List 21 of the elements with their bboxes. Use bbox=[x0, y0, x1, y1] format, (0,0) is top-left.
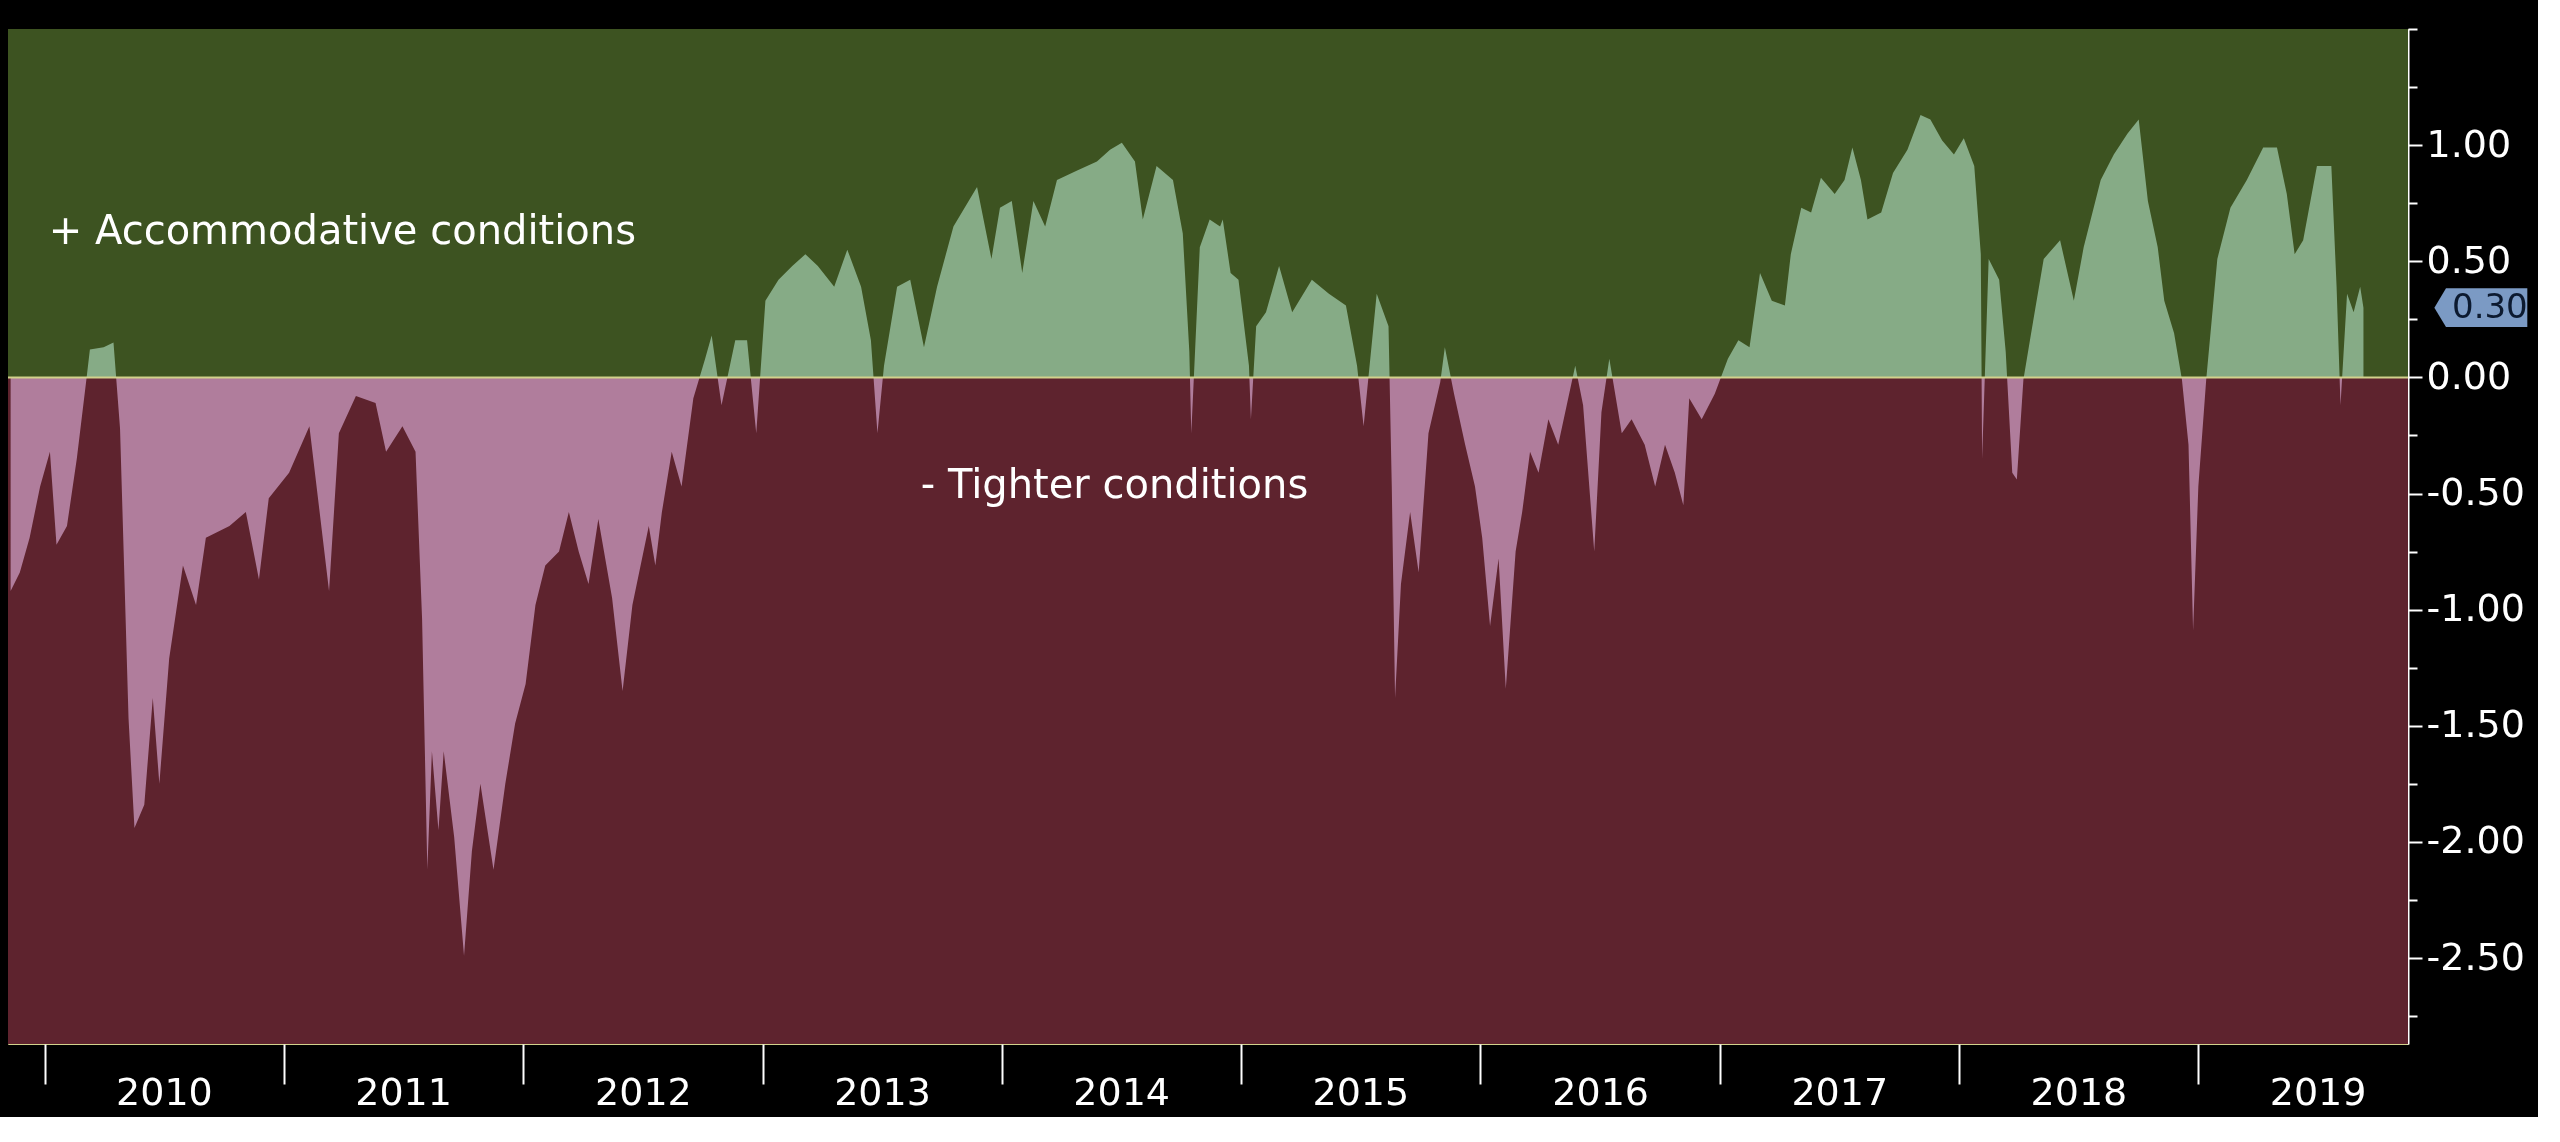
x-tick-label: 2012 bbox=[595, 1069, 692, 1114]
y-tick-label: 1.00 bbox=[2426, 121, 2512, 166]
text: 0.30 bbox=[2452, 285, 2528, 326]
x-tick-label: 2014 bbox=[1073, 1069, 1171, 1114]
y-tick-label: -2.00 bbox=[2426, 818, 2525, 863]
x-tick-label: 2018 bbox=[2030, 1069, 2128, 1114]
annotation: + Accommodative conditions bbox=[48, 207, 636, 253]
x-tick-label: 2017 bbox=[1791, 1069, 1889, 1114]
x-tick-label: 2010 bbox=[116, 1069, 213, 1114]
y-tick-label: -1.50 bbox=[2426, 702, 2525, 747]
x-tick-label: 2011 bbox=[355, 1069, 452, 1114]
y-tick-label: 0.50 bbox=[2426, 237, 2512, 282]
y-tick-label: -2.50 bbox=[2426, 934, 2525, 979]
x-tick-label: 2019 bbox=[2269, 1069, 2367, 1114]
x-tick-label: 2016 bbox=[1552, 1069, 1649, 1114]
x-tick-label: 2015 bbox=[1312, 1069, 1410, 1114]
annotation: - Tighter conditions bbox=[920, 460, 1309, 507]
y-tick-label: -1.00 bbox=[2426, 586, 2525, 631]
y-tick-label: 0.00 bbox=[2426, 353, 2512, 398]
y-tick-label: -0.50 bbox=[2426, 470, 2525, 515]
x-tick-label: 2013 bbox=[834, 1069, 931, 1114]
